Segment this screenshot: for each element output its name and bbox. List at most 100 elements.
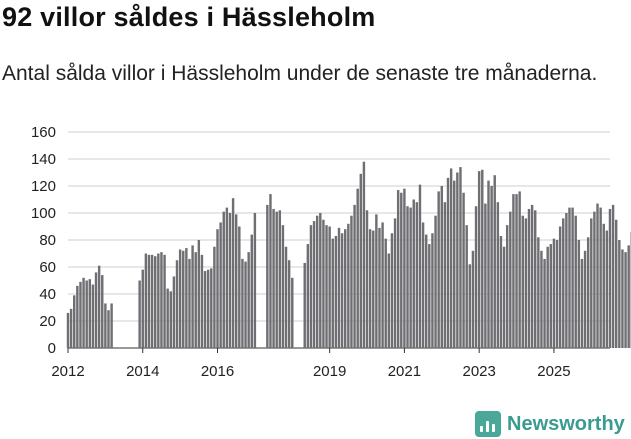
bar bbox=[337, 227, 341, 348]
bar bbox=[110, 303, 113, 348]
newsworthy-brand[interactable]: Newsworthy bbox=[475, 409, 625, 439]
bar bbox=[400, 192, 403, 348]
x-tick-label: 2016 bbox=[201, 363, 234, 380]
brand-name: Newsworthy bbox=[507, 412, 625, 435]
y-tick-label: 120 bbox=[31, 178, 56, 195]
bar bbox=[558, 226, 562, 348]
bar bbox=[549, 244, 553, 348]
bar bbox=[97, 265, 101, 348]
bar bbox=[409, 207, 412, 348]
bar bbox=[512, 194, 515, 348]
bar bbox=[303, 262, 306, 348]
bar bbox=[222, 211, 225, 348]
bar bbox=[231, 198, 235, 348]
bar bbox=[287, 260, 291, 348]
bar bbox=[481, 169, 484, 348]
bar bbox=[79, 281, 82, 348]
bar bbox=[509, 211, 512, 348]
bar bbox=[614, 219, 618, 348]
bar bbox=[206, 269, 210, 348]
bar bbox=[94, 272, 98, 348]
bar bbox=[191, 245, 194, 348]
bar bbox=[583, 250, 587, 348]
bar bbox=[253, 213, 257, 348]
bar bbox=[312, 221, 316, 348]
bar bbox=[471, 250, 475, 348]
bar bbox=[66, 312, 70, 348]
bar bbox=[340, 233, 344, 348]
x-tick-label: 2025 bbox=[537, 363, 570, 380]
chart-title: 92 villor såldes i Hässleholm bbox=[2, 2, 376, 32]
bar bbox=[421, 222, 425, 348]
bar bbox=[334, 235, 338, 348]
bar bbox=[537, 237, 540, 348]
bar-series bbox=[66, 161, 631, 348]
bar bbox=[505, 225, 509, 348]
bar bbox=[175, 260, 179, 348]
bar bbox=[456, 172, 459, 348]
newsworthy-logo-icon bbox=[475, 411, 501, 437]
bar bbox=[250, 234, 253, 348]
bar bbox=[562, 218, 565, 348]
bar bbox=[154, 256, 157, 348]
bar bbox=[418, 184, 422, 348]
bar bbox=[515, 194, 518, 348]
bar bbox=[331, 238, 334, 348]
bar bbox=[378, 227, 381, 348]
bar bbox=[396, 190, 400, 348]
x-tick-label: 2021 bbox=[388, 363, 421, 380]
x-tick-label: 2019 bbox=[313, 363, 346, 380]
bar bbox=[586, 237, 590, 348]
x-tick-label: 2014 bbox=[126, 363, 159, 380]
bar bbox=[88, 279, 92, 348]
bar bbox=[518, 191, 521, 348]
bar bbox=[446, 177, 450, 348]
bar bbox=[319, 213, 322, 348]
bar bbox=[210, 268, 213, 348]
x-tick-label: 2023 bbox=[462, 363, 495, 380]
bar bbox=[403, 188, 406, 348]
bar bbox=[107, 310, 110, 348]
bar bbox=[393, 218, 397, 348]
bar bbox=[534, 210, 537, 348]
bar bbox=[527, 208, 531, 348]
bar bbox=[365, 210, 369, 348]
bar bbox=[437, 191, 440, 348]
bar bbox=[477, 171, 481, 348]
bar bbox=[502, 246, 506, 348]
bar bbox=[621, 249, 624, 348]
bar bbox=[434, 215, 437, 348]
bar bbox=[315, 215, 319, 348]
y-tick-label: 100 bbox=[31, 205, 56, 222]
bar bbox=[387, 253, 391, 348]
bar bbox=[194, 252, 197, 348]
bar bbox=[182, 250, 185, 348]
bar bbox=[618, 240, 621, 348]
bar bbox=[359, 173, 363, 348]
chart-subtitle: Antal sålda villor i Hässleholm under de… bbox=[2, 62, 598, 85]
bar bbox=[543, 258, 546, 348]
bar bbox=[449, 168, 453, 348]
bar bbox=[362, 161, 366, 348]
y-tick-label: 80 bbox=[39, 232, 56, 249]
bar bbox=[412, 199, 415, 348]
bar bbox=[85, 280, 88, 348]
bar bbox=[172, 276, 176, 348]
bar bbox=[347, 223, 350, 348]
bar bbox=[82, 277, 85, 348]
bar bbox=[406, 206, 409, 348]
bar bbox=[234, 214, 238, 348]
bar bbox=[309, 225, 313, 348]
bar bbox=[275, 211, 278, 348]
bar bbox=[69, 308, 73, 348]
bar bbox=[424, 234, 428, 348]
bar bbox=[468, 264, 472, 348]
bar bbox=[150, 254, 154, 348]
bar bbox=[574, 215, 577, 348]
bar bbox=[76, 285, 79, 348]
bar bbox=[101, 275, 104, 348]
bar bbox=[590, 218, 593, 348]
y-tick-label: 160 bbox=[31, 124, 56, 141]
bar bbox=[278, 210, 282, 348]
bar bbox=[247, 252, 250, 348]
